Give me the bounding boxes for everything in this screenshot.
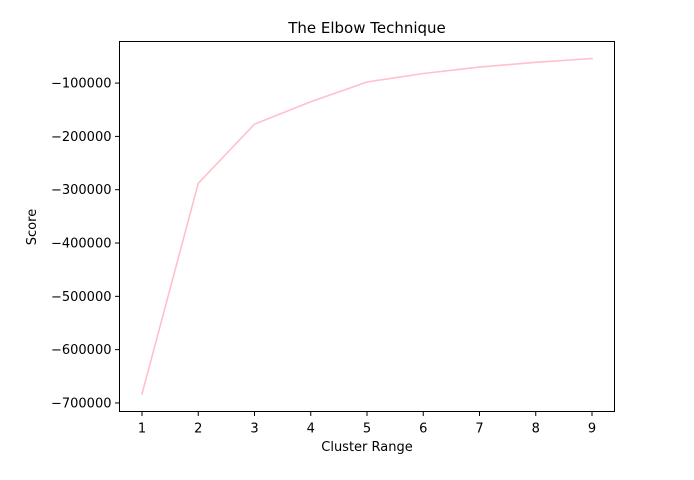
chart-title: The Elbow Technique — [287, 19, 446, 37]
y-tick-label: −200000 — [51, 130, 112, 145]
y-tick-label: −700000 — [51, 396, 112, 411]
y-axis-label: Score — [25, 209, 40, 245]
x-tick-label: 7 — [475, 422, 483, 437]
x-axis-label: Cluster Range — [321, 440, 412, 455]
x-tick-label: 3 — [250, 422, 258, 437]
y-tick-label: −100000 — [51, 77, 112, 92]
x-tick-label: 4 — [307, 422, 315, 437]
y-axis: −700000 −600000 −500000 −400000 −300000 −2000… — [51, 77, 120, 411]
y-tick-label: −500000 — [51, 290, 112, 305]
y-tick-label: −300000 — [51, 183, 112, 198]
x-tick-label: 8 — [532, 422, 540, 437]
y-tick-label: −400000 — [51, 237, 112, 252]
x-tick-label: 6 — [419, 422, 427, 437]
plot-frame — [119, 41, 615, 412]
x-tick-label: 1 — [138, 422, 146, 437]
x-tick-label: 9 — [588, 422, 596, 437]
x-tick-label: 5 — [363, 422, 371, 437]
x-axis: 1 2 3 4 5 6 7 8 9 — [138, 411, 596, 437]
plot-area — [119, 41, 615, 412]
y-tick-label: −600000 — [51, 343, 112, 358]
x-tick-label: 2 — [194, 422, 202, 437]
series-line-1 — [141, 57, 593, 395]
